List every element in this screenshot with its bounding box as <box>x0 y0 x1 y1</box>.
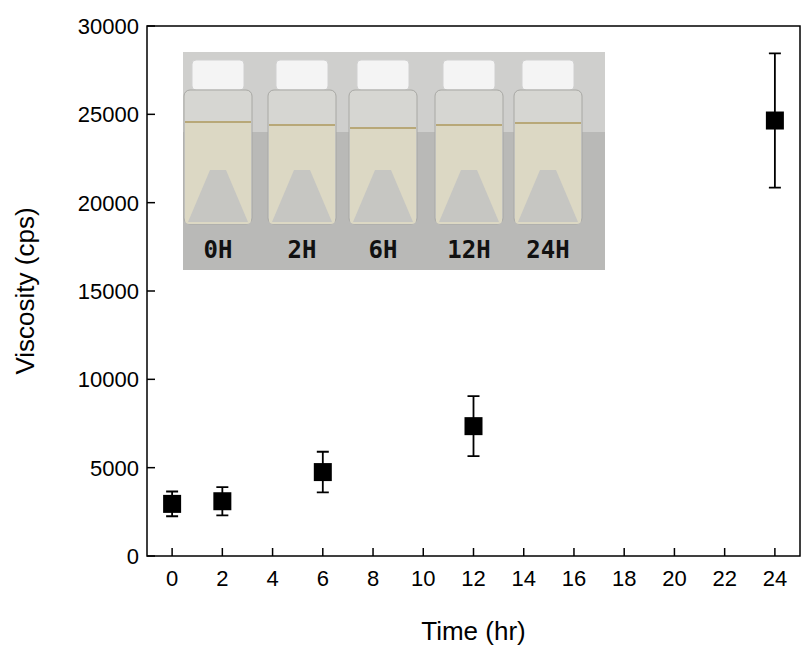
y-tick-label: 5000 <box>90 456 139 481</box>
vial-liquid <box>185 122 251 224</box>
x-tick <box>774 548 776 556</box>
x-tick-label: 24 <box>763 566 787 591</box>
inset-label: 6H <box>369 236 398 264</box>
vial-reflection <box>353 170 413 222</box>
photo-background <box>183 52 605 270</box>
x-tick <box>222 548 224 556</box>
vial-meniscus <box>185 121 251 123</box>
y-tick <box>147 555 155 557</box>
x-tick-label: 2 <box>216 566 228 591</box>
x-tick <box>623 548 625 556</box>
vial-meniscus <box>269 124 335 126</box>
x-tick-label: 20 <box>662 566 686 591</box>
vial-meniscus <box>350 127 416 129</box>
data-point <box>163 495 181 513</box>
y-tick-label: 30000 <box>78 14 139 39</box>
y-tick-label: 20000 <box>78 191 139 216</box>
vial-body <box>349 90 417 224</box>
vial-liquid <box>269 125 335 224</box>
x-tick-label: 22 <box>712 566 736 591</box>
vial-meniscus <box>436 124 502 126</box>
data-group <box>163 53 784 516</box>
plot-frame <box>147 26 800 556</box>
inset-photo: 0H 2H 6H 12H 24H <box>183 52 605 270</box>
x-axis-label: Time (hr) <box>421 616 525 646</box>
vial-liquid <box>350 128 416 224</box>
x-tick-label: 0 <box>166 566 178 591</box>
x-tick <box>473 548 475 556</box>
y-tick-label: 0 <box>127 544 139 569</box>
x-tick-label: 18 <box>612 566 636 591</box>
x-tick-label: 6 <box>317 566 329 591</box>
y-tick <box>147 290 155 292</box>
x-tick <box>523 548 525 556</box>
vial-body <box>435 90 503 224</box>
x-tick-label: 14 <box>511 566 535 591</box>
vial-cap <box>357 60 409 90</box>
vial-body <box>184 90 252 224</box>
x-tick-label: 4 <box>266 566 278 591</box>
y-tick <box>147 114 155 116</box>
x-tick <box>674 548 676 556</box>
y-tick-label: 25000 <box>78 102 139 127</box>
x-tick <box>272 548 274 556</box>
vial-reflection <box>439 170 499 222</box>
inset-label: 0H <box>204 236 233 264</box>
vial-liquid <box>515 123 581 224</box>
y-tick <box>147 379 155 381</box>
vial-meniscus <box>515 122 581 124</box>
x-tick <box>423 548 425 556</box>
x-tick <box>372 548 374 556</box>
x-tick <box>171 548 173 556</box>
data-point <box>766 112 784 130</box>
y-tick-label: 15000 <box>78 279 139 304</box>
y-tick-label: 10000 <box>78 367 139 392</box>
vial-reflection <box>272 170 332 222</box>
x-tick <box>573 548 575 556</box>
data-point <box>465 417 483 435</box>
y-tick <box>147 467 155 469</box>
inset-label: 12H <box>447 236 490 264</box>
y-tick <box>147 202 155 204</box>
vial-cap <box>443 60 495 90</box>
inset-label: 2H <box>288 236 317 264</box>
vial-liquid <box>436 125 502 224</box>
x-tick <box>724 548 726 556</box>
vial-cap <box>192 60 244 90</box>
vial-reflection <box>518 170 578 222</box>
x-tick-label: 12 <box>461 566 485 591</box>
data-point <box>314 463 332 481</box>
vial-cap <box>522 60 574 90</box>
data-point <box>213 492 231 510</box>
x-tick-label: 16 <box>562 566 586 591</box>
x-tick-label: 8 <box>367 566 379 591</box>
chart: 0H2H6H12H24H0246810121416182022240500010… <box>0 0 804 651</box>
vial-reflection <box>188 170 248 222</box>
y-axis-label: Viscosity (cps) <box>10 207 40 374</box>
vial-body <box>268 90 336 224</box>
inset-label: 24H <box>526 236 569 264</box>
vial-body <box>514 90 582 224</box>
x-tick <box>322 548 324 556</box>
x-tick-label: 10 <box>411 566 435 591</box>
y-tick <box>147 25 155 27</box>
vial-cap <box>276 60 328 90</box>
